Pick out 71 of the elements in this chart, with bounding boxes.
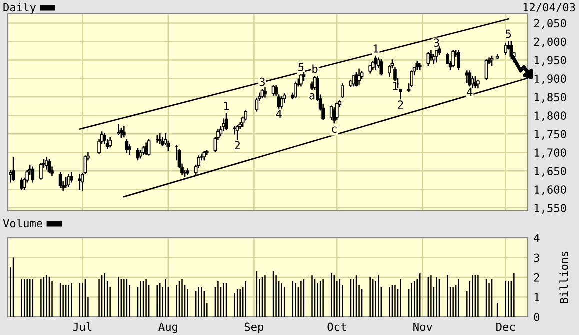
y-tick-label: 1,550 <box>534 204 566 214</box>
x-tick-label: Aug <box>158 322 178 334</box>
candlestick <box>341 84 344 99</box>
y-tick-label: 4 <box>534 234 540 242</box>
annotation: 1 <box>374 44 378 53</box>
candlestick <box>45 158 48 170</box>
y-axis-title: Billions <box>560 252 568 304</box>
candlestick <box>418 63 422 70</box>
candlestick <box>12 158 16 181</box>
annotation: 2 <box>235 141 240 150</box>
annotation: 1 <box>224 102 230 110</box>
x-tick-label: Nov <box>414 322 432 332</box>
candlestick <box>457 50 461 70</box>
candlestick <box>122 126 126 138</box>
annotation: 3 <box>260 78 265 86</box>
candlestick <box>58 172 62 188</box>
candlestick <box>67 174 71 188</box>
candlestick <box>358 68 361 85</box>
candlestick <box>147 139 151 156</box>
annotation: 5 <box>506 30 512 38</box>
candlestick <box>224 113 228 130</box>
candlestick <box>70 172 74 183</box>
candlestick <box>120 128 124 138</box>
annotation: a <box>310 93 315 100</box>
annotation: 4 <box>276 110 282 118</box>
candlestick <box>31 166 35 183</box>
candlestick <box>40 163 43 180</box>
y-tick-label: 1,850 <box>534 93 566 103</box>
annotation: 3 <box>434 38 440 48</box>
candlestick <box>64 177 68 188</box>
annotation: 5 <box>298 63 304 72</box>
annotation: 4 <box>467 88 473 96</box>
candlestick <box>380 60 384 76</box>
annotation: b <box>312 64 318 74</box>
candlestick <box>20 178 24 190</box>
candlestick <box>465 70 469 83</box>
y-tick-label: 3 <box>534 254 540 262</box>
y-tick-label: 0 <box>534 313 540 322</box>
annotation: c <box>332 126 337 134</box>
candlestick <box>108 137 112 148</box>
chart-title: Daily <box>4 3 36 14</box>
annotation: 1 <box>393 82 398 90</box>
y-tick-label: 1,650 <box>534 167 566 177</box>
annotation: 2 <box>398 100 404 109</box>
candlestick <box>144 142 148 156</box>
x-tick-label: Jul <box>73 322 92 332</box>
y-tick-label: 1,950 <box>534 56 566 66</box>
x-tick-label: Dec <box>496 322 515 332</box>
y-tick-label: 1,700 <box>534 148 566 158</box>
candlestick <box>294 82 298 99</box>
candlestick <box>264 87 267 98</box>
candlestick <box>335 102 339 120</box>
candlestick <box>116 124 120 136</box>
y-tick-label: 2,050 <box>534 19 566 30</box>
y-tick-label: 1 <box>534 293 540 302</box>
candlestick <box>374 56 378 70</box>
y-tick-label: 1,900 <box>534 74 566 84</box>
y-tick-label: 1,600 <box>534 186 566 196</box>
candlestick <box>504 42 508 56</box>
x-tick-label: Oct <box>328 322 346 332</box>
candlestick <box>399 89 402 100</box>
y-tick-label: 2,000 <box>534 38 566 48</box>
candlestick <box>352 75 356 87</box>
candlestick <box>158 133 162 144</box>
text: 12/04/03 <box>524 3 576 13</box>
y-tick-label: 1,800 <box>534 112 566 122</box>
y-tick-label: 1,750 <box>534 130 566 140</box>
y-tick-label: 2 <box>534 274 540 282</box>
chart-title: Volume <box>3 219 42 228</box>
candlestick <box>452 50 455 68</box>
x-tick-label: Sep <box>244 322 264 334</box>
